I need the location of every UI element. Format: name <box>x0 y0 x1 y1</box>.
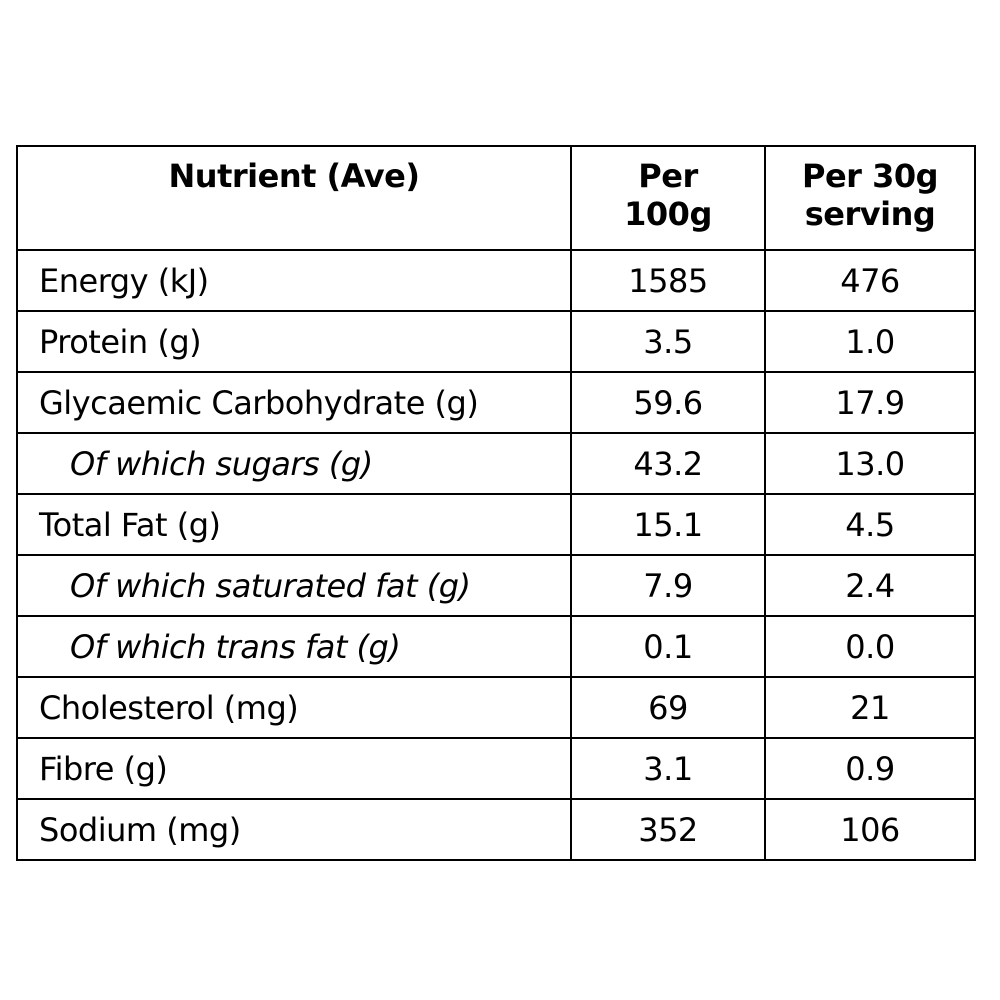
table-row: Of which saturated fat (g) 7.9 2.4 <box>16 554 976 617</box>
per-100g-value: 0.1 <box>570 615 766 678</box>
table-row: Sodium (mg) 352 106 <box>16 798 976 861</box>
table-row: Of which trans fat (g) 0.1 0.0 <box>16 615 976 678</box>
header-per-100g-line1: Per <box>638 157 698 195</box>
header-per-100g-line2: 100g <box>624 195 712 233</box>
per-serving-value: 21 <box>764 676 976 739</box>
nutrient-sub-label: Of which saturated fat (g) <box>16 554 572 617</box>
per-100g-value: 69 <box>570 676 766 739</box>
table-row: Cholesterol (mg) 69 21 <box>16 676 976 739</box>
per-100g-value: 3.1 <box>570 737 766 800</box>
per-serving-value: 0.0 <box>764 615 976 678</box>
per-100g-value: 352 <box>570 798 766 861</box>
nutrition-table: Nutrient (Ave) Per 100g Per 30g serving … <box>16 145 976 861</box>
nutrient-sub-label: Of which trans fat (g) <box>16 615 572 678</box>
per-serving-value: 106 <box>764 798 976 861</box>
header-nutrient: Nutrient (Ave) <box>16 145 572 251</box>
table-row: Protein (g) 3.5 1.0 <box>16 310 976 373</box>
per-100g-value: 3.5 <box>570 310 766 373</box>
per-100g-value: 15.1 <box>570 493 766 556</box>
header-per-serving: Per 30g serving <box>764 145 976 251</box>
nutrient-label: Fibre (g) <box>16 737 572 800</box>
nutrient-label: Energy (kJ) <box>16 249 572 312</box>
nutrient-sub-label: Of which sugars (g) <box>16 432 572 495</box>
nutrient-label: Glycaemic Carbohydrate (g) <box>16 371 572 434</box>
per-100g-value: 7.9 <box>570 554 766 617</box>
table-row: Glycaemic Carbohydrate (g) 59.6 17.9 <box>16 371 976 434</box>
nutrient-label: Total Fat (g) <box>16 493 572 556</box>
table-row: Energy (kJ) 1585 476 <box>16 249 976 312</box>
table-row: Total Fat (g) 15.1 4.5 <box>16 493 976 556</box>
table-row: Fibre (g) 3.1 0.9 <box>16 737 976 800</box>
per-serving-value: 2.4 <box>764 554 976 617</box>
per-serving-value: 1.0 <box>764 310 976 373</box>
table-header-row: Nutrient (Ave) Per 100g Per 30g serving <box>16 145 976 251</box>
per-100g-value: 43.2 <box>570 432 766 495</box>
nutrient-label: Cholesterol (mg) <box>16 676 572 739</box>
per-serving-value: 17.9 <box>764 371 976 434</box>
per-serving-value: 13.0 <box>764 432 976 495</box>
header-per-100g: Per 100g <box>570 145 766 251</box>
per-100g-value: 1585 <box>570 249 766 312</box>
per-serving-value: 0.9 <box>764 737 976 800</box>
nutrient-label: Sodium (mg) <box>16 798 572 861</box>
per-serving-value: 4.5 <box>764 493 976 556</box>
per-100g-value: 59.6 <box>570 371 766 434</box>
per-serving-value: 476 <box>764 249 976 312</box>
header-per-serving-line1: Per 30g <box>801 157 939 195</box>
header-per-serving-line2: serving <box>804 195 936 233</box>
nutrient-label: Protein (g) <box>16 310 572 373</box>
header-nutrient-label: Nutrient (Ave) <box>168 157 420 195</box>
table-row: Of which sugars (g) 43.2 13.0 <box>16 432 976 495</box>
